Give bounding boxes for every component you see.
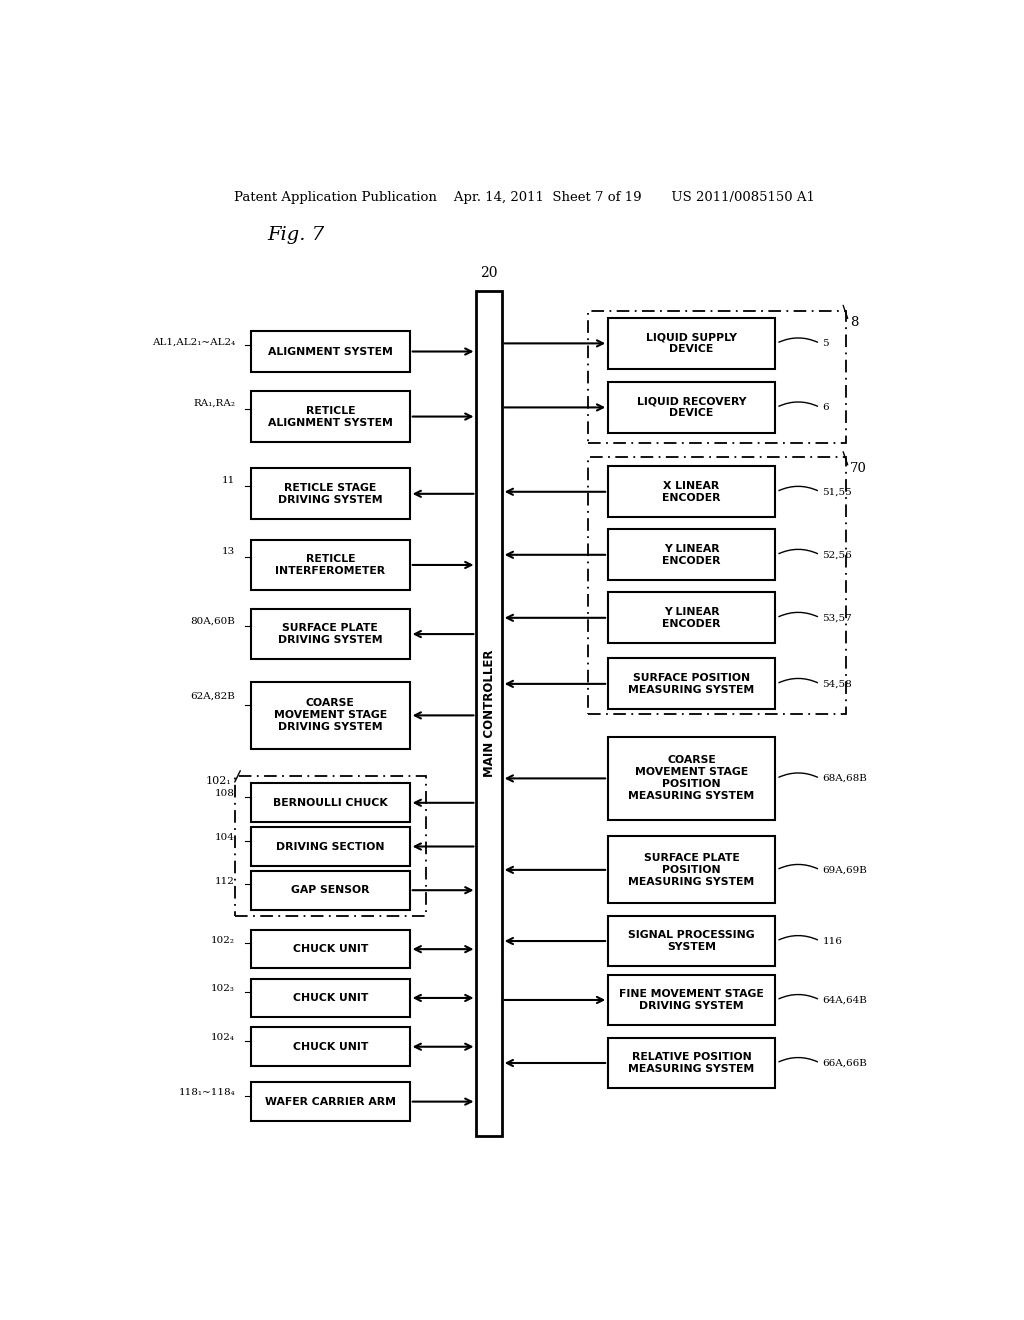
Text: FINE MOVEMENT STAGE
DRIVING SYSTEM: FINE MOVEMENT STAGE DRIVING SYSTEM [620, 989, 764, 1011]
Bar [251, 682, 410, 748]
Bar [608, 1038, 775, 1089]
Bar [251, 540, 410, 590]
Bar [608, 529, 775, 581]
Text: 104: 104 [215, 833, 236, 842]
Text: SIGNAL PROCESSING
SYSTEM: SIGNAL PROCESSING SYSTEM [628, 931, 755, 952]
Text: 54,58: 54,58 [822, 680, 852, 688]
Bar [608, 659, 775, 709]
Text: 102₂: 102₂ [211, 936, 236, 945]
Bar [476, 290, 502, 1137]
Text: 102₃: 102₃ [211, 985, 236, 994]
Text: DRIVING SECTION: DRIVING SECTION [276, 842, 385, 851]
Bar [588, 312, 846, 444]
Text: LIQUID SUPPLY
DEVICE: LIQUID SUPPLY DEVICE [646, 333, 737, 354]
Text: BERNOULLI CHUCK: BERNOULLI CHUCK [273, 797, 388, 808]
Bar [251, 469, 410, 519]
Text: 11: 11 [222, 477, 236, 484]
Text: COARSE
MOVEMENT STAGE
DRIVING SYSTEM: COARSE MOVEMENT STAGE DRIVING SYSTEM [273, 698, 387, 733]
Bar [251, 1027, 410, 1067]
Text: MAIN CONTROLLER: MAIN CONTROLLER [482, 649, 496, 777]
Text: SURFACE POSITION
MEASURING SYSTEM: SURFACE POSITION MEASURING SYSTEM [629, 673, 755, 694]
Text: 20: 20 [480, 267, 498, 280]
Text: 112: 112 [215, 876, 236, 886]
Text: RA₁,RA₂: RA₁,RA₂ [194, 399, 236, 408]
Text: Y LINEAR
ENCODER: Y LINEAR ENCODER [663, 544, 721, 566]
Bar [608, 593, 775, 643]
Text: RETICLE
ALIGNMENT SYSTEM: RETICLE ALIGNMENT SYSTEM [268, 405, 393, 428]
Text: 6: 6 [822, 403, 829, 412]
Text: SURFACE PLATE
POSITION
MEASURING SYSTEM: SURFACE PLATE POSITION MEASURING SYSTEM [629, 853, 755, 887]
Bar [608, 916, 775, 966]
Text: LIQUID RECOVERY
DEVICE: LIQUID RECOVERY DEVICE [637, 396, 746, 418]
Text: Patent Application Publication    Apr. 14, 2011  Sheet 7 of 19       US 2011/008: Patent Application Publication Apr. 14, … [234, 191, 815, 203]
Text: 8: 8 [850, 315, 858, 329]
Text: CHUCK UNIT: CHUCK UNIT [293, 1041, 368, 1052]
Bar [251, 828, 410, 866]
Bar [251, 929, 410, 969]
Text: 64A,64B: 64A,64B [822, 995, 867, 1005]
Bar [251, 609, 410, 660]
Text: 118₁~118₄: 118₁~118₄ [178, 1088, 236, 1097]
Text: 102₄: 102₄ [211, 1034, 236, 1043]
Bar [236, 776, 426, 916]
Bar [608, 837, 775, 903]
Text: 102₁: 102₁ [206, 776, 231, 787]
Text: 53,57: 53,57 [822, 614, 852, 622]
Text: 52,56: 52,56 [822, 550, 852, 560]
Text: SURFACE PLATE
DRIVING SYSTEM: SURFACE PLATE DRIVING SYSTEM [279, 623, 383, 645]
Bar [608, 381, 775, 433]
Text: X LINEAR
ENCODER: X LINEAR ENCODER [663, 480, 721, 503]
Text: 5: 5 [822, 339, 829, 348]
Text: 80A,60B: 80A,60B [190, 616, 236, 626]
Text: Fig. 7: Fig. 7 [267, 227, 324, 244]
Text: 70: 70 [850, 462, 867, 475]
Text: ALIGNMENT SYSTEM: ALIGNMENT SYSTEM [268, 347, 393, 356]
Bar [608, 318, 775, 368]
Text: 68A,68B: 68A,68B [822, 774, 867, 783]
Text: RETICLE STAGE
DRIVING SYSTEM: RETICLE STAGE DRIVING SYSTEM [279, 483, 383, 504]
Text: WAFER CARRIER ARM: WAFER CARRIER ARM [265, 1097, 396, 1106]
Bar [251, 978, 410, 1018]
Text: AL1,AL2₁~AL2₄: AL1,AL2₁~AL2₄ [152, 338, 236, 346]
Bar [588, 457, 846, 714]
Text: 62A,82B: 62A,82B [190, 692, 236, 701]
Text: 13: 13 [222, 548, 236, 556]
Text: 51,55: 51,55 [822, 487, 852, 496]
Bar [251, 391, 410, 442]
Text: Y LINEAR
ENCODER: Y LINEAR ENCODER [663, 607, 721, 628]
Bar [251, 1082, 410, 1121]
Text: 116: 116 [822, 936, 843, 945]
Text: RETICLE
INTERFEROMETER: RETICLE INTERFEROMETER [275, 554, 385, 576]
Bar [251, 331, 410, 372]
Text: COARSE
MOVEMENT STAGE
POSITION
MEASURING SYSTEM: COARSE MOVEMENT STAGE POSITION MEASURING… [629, 755, 755, 801]
Text: 69A,69B: 69A,69B [822, 866, 867, 874]
Bar [608, 466, 775, 517]
Bar [251, 871, 410, 909]
Text: CHUCK UNIT: CHUCK UNIT [293, 944, 368, 954]
Bar [251, 784, 410, 822]
Text: RELATIVE POSITION
MEASURING SYSTEM: RELATIVE POSITION MEASURING SYSTEM [629, 1052, 755, 1074]
Bar [608, 737, 775, 820]
Bar [608, 974, 775, 1026]
Text: GAP SENSOR: GAP SENSOR [291, 886, 370, 895]
Text: CHUCK UNIT: CHUCK UNIT [293, 993, 368, 1003]
Text: 66A,66B: 66A,66B [822, 1059, 867, 1068]
Text: 108: 108 [215, 789, 236, 799]
